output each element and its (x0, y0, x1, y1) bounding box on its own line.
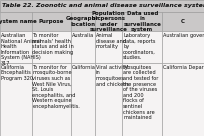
Bar (0, 63, 32, 136)
Text: Purpose: Purpose (39, 19, 64, 24)
Text: Laboratory
data, reports
by
coordinators,
studies.: Laboratory data, reports by coordinators… (123, 33, 156, 60)
Bar (32, 63, 71, 136)
Bar (0, 12, 32, 31)
Text: Australian
National Animal
Health
Information
System (NAHIS)
317: Australian National Animal Health Inform… (1, 33, 41, 66)
Text: Australia: Australia (72, 33, 94, 38)
Text: System name: System name (0, 19, 37, 24)
Bar (71, 12, 95, 31)
Bar (0, 0, 204, 12)
Bar (162, 12, 204, 31)
Text: Mosquitoes
are collected
and tested for
the presence
of the viruses
and 200
floc: Mosquitoes are collected and tested for … (123, 65, 159, 120)
Text: California: California (72, 65, 96, 70)
Bar (122, 12, 162, 31)
Bar (95, 63, 122, 136)
Text: To monitor for
mosquito-borne
viruses such as
West Nile Virus,
St. Louis
encepha: To monitor for mosquito-borne viruses su… (32, 65, 80, 109)
Bar (122, 63, 162, 136)
Bar (162, 31, 204, 63)
Text: C: C (181, 19, 185, 24)
Text: Table 22. Zoonotic and animal disease surveillance systems.: Table 22. Zoonotic and animal disease su… (2, 3, 204, 8)
Bar (162, 63, 204, 136)
Bar (32, 31, 71, 63)
Text: California
Encephalitis
Program 320: California Encephalitis Program 320 (1, 65, 33, 81)
Text: Animal
disease and
mortality: Animal disease and mortality (96, 33, 125, 49)
Bar (0, 31, 32, 63)
Text: Data used
in
surveillance
system: Data used in surveillance system (123, 11, 161, 32)
Bar (71, 31, 95, 63)
Text: To monitor
animals' health
status and aid in
decision making: To monitor animals' health status and ai… (32, 33, 74, 55)
Text: Geographic
location: Geographic location (65, 16, 101, 27)
Text: California Departm...: California Departm... (163, 65, 204, 70)
Text: Population
or persons
under
surveillance: Population or persons under surveillance (90, 11, 128, 32)
Bar (95, 31, 122, 63)
Bar (71, 63, 95, 136)
Bar (95, 12, 122, 31)
Bar (32, 12, 71, 31)
Text: Australian governm...: Australian governm... (163, 33, 204, 38)
Bar (122, 31, 162, 63)
Text: Viral activity
in
mosquitoes
and chickens: Viral activity in mosquitoes and chicken… (96, 65, 129, 87)
